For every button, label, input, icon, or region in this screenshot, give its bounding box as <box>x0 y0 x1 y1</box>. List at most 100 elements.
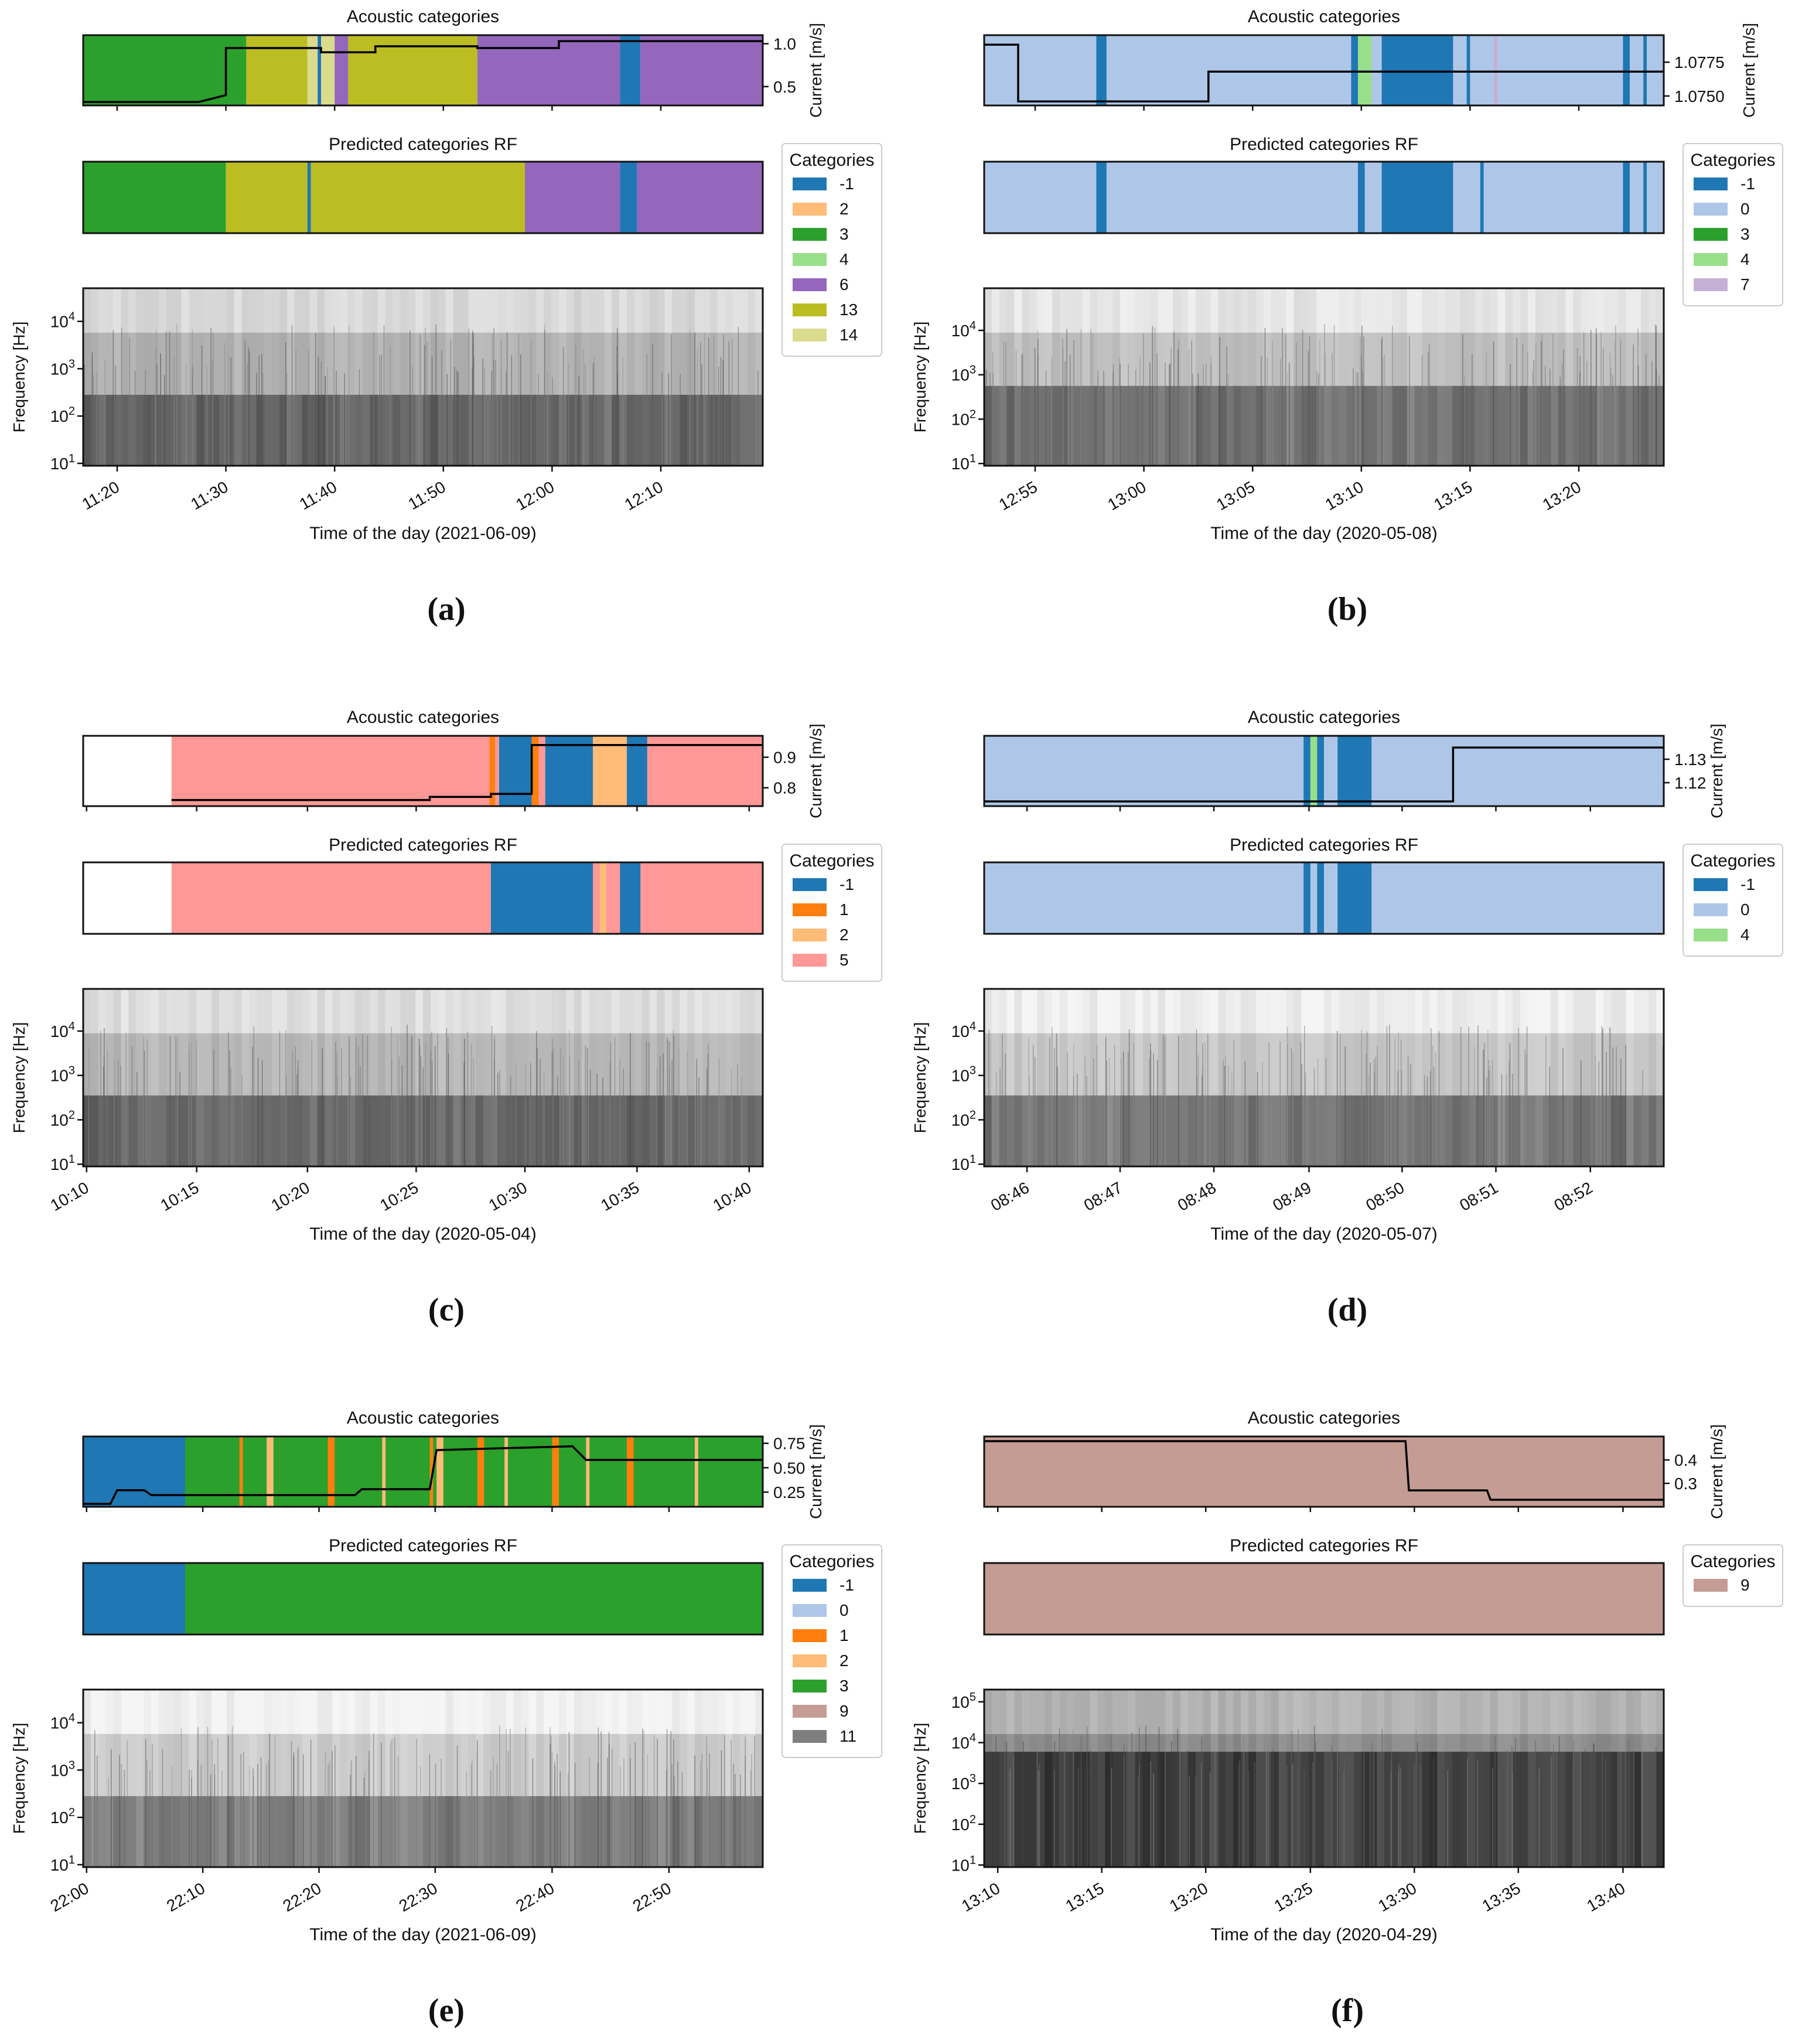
spectrogram-cell <box>1090 1690 1098 1734</box>
spectrogram-cell <box>1565 1033 1574 1096</box>
spectrogram-cell <box>1490 1690 1499 1734</box>
spectrogram-cell <box>302 1033 310 1096</box>
spectrogram-cell <box>340 1690 349 1734</box>
x-tick-label: 13:10 <box>1322 477 1367 514</box>
spectrogram-cell <box>1218 1690 1227 1734</box>
predicted-segment <box>1381 162 1453 233</box>
spectrogram-cell <box>740 288 749 333</box>
predicted-segment <box>1480 162 1484 233</box>
spectrogram-cell <box>627 1796 635 1867</box>
spectrogram-cell <box>984 1752 992 1867</box>
spectrogram-cell <box>1022 1095 1030 1166</box>
spectrogram-cell <box>1505 1734 1514 1752</box>
spectrogram-cell <box>1067 1690 1076 1734</box>
spectrogram-cell <box>204 1033 213 1096</box>
current-tick-label: 0.75 <box>773 1435 806 1453</box>
spectrogram-cell <box>332 1095 341 1166</box>
spectrogram-cell <box>1384 989 1393 1033</box>
spectrogram-cell <box>1656 385 1664 466</box>
spectrogram-cell <box>1173 385 1182 466</box>
spectrogram-cell <box>1422 1033 1431 1096</box>
spectrogram-cell <box>151 1796 159 1867</box>
spectrogram-cell <box>1309 1095 1318 1166</box>
spectrogram-cell <box>1067 385 1076 466</box>
spectrogram-cell <box>1656 288 1664 333</box>
spectrogram-cell <box>204 288 213 333</box>
spectrogram-cell <box>1150 989 1159 1033</box>
spectrogram-cell <box>491 288 499 333</box>
spectrogram-cell <box>1610 1734 1619 1752</box>
spectrogram-cell <box>226 1734 235 1796</box>
spectrogram-cell <box>1505 989 1514 1033</box>
spectrogram-cell <box>1090 332 1098 386</box>
spectrogram-cell <box>1105 288 1114 333</box>
spectrogram-cell <box>1565 288 1574 333</box>
spectrogram-cell <box>1422 288 1431 333</box>
spectrogram-cell <box>196 1796 205 1867</box>
spectrogram-cell <box>1090 385 1098 466</box>
spectrogram-cell <box>1626 1033 1634 1096</box>
legend-swatch <box>1694 1579 1728 1592</box>
spectrogram-cell <box>1180 1734 1189 1752</box>
spectrogram-cell <box>211 1033 220 1096</box>
acoustic-segment <box>627 1436 634 1507</box>
spectrogram-cell <box>634 1796 643 1867</box>
spectrogram-cell <box>649 1796 658 1867</box>
spectrogram-cell <box>1074 1095 1083 1166</box>
spectrogram-cell <box>627 989 635 1033</box>
predicted-segment <box>185 1563 763 1634</box>
spectrogram-cell <box>1045 288 1053 333</box>
spectrogram-cell <box>1377 1690 1385 1734</box>
spectrogram-cell <box>1354 1095 1363 1166</box>
spectrogram-cell <box>1052 385 1060 466</box>
spectrogram-cell <box>1339 1690 1347 1734</box>
spectrogram-cell <box>680 332 688 395</box>
spectrogram-cell <box>332 989 341 1033</box>
spectrogram-cell <box>1324 1734 1332 1752</box>
spectrogram-cell <box>672 332 681 395</box>
spectrogram-cell <box>755 394 763 466</box>
spectrogram-cell <box>1452 1734 1460 1752</box>
spectrogram-cell <box>1248 385 1257 466</box>
spectrogram-cell <box>1180 1690 1189 1734</box>
acoustic-segment <box>267 1436 274 1507</box>
spectrogram-cell <box>377 1734 386 1796</box>
spectrogram-cell <box>98 1734 107 1796</box>
spectrogram-cell <box>483 1095 492 1166</box>
spectrogram-cell <box>1233 332 1242 386</box>
spectrogram-cell <box>1649 1033 1657 1096</box>
spectrogram-cell <box>219 989 227 1033</box>
spectrogram-cell <box>483 1690 492 1734</box>
spectrogram-cell <box>158 288 167 333</box>
spectrogram-cell <box>294 332 303 395</box>
spectrogram-cell <box>1271 1033 1279 1096</box>
spectrogram-cell <box>1460 1690 1468 1734</box>
spectrogram-cell <box>999 989 1008 1033</box>
spectrogram-cell <box>1626 288 1634 333</box>
spectrogram-cell <box>1649 1734 1657 1752</box>
spectrogram-cell <box>1339 288 1347 333</box>
current-tick-label: 1.12 <box>1674 774 1707 792</box>
spectrogram-cell <box>991 1095 1000 1166</box>
spectrogram-cell <box>1112 1734 1121 1752</box>
spectrogram-cell <box>1346 1734 1355 1752</box>
spectrogram-cell <box>732 288 741 333</box>
freq-axis-label: Frequency [Hz] <box>10 1723 28 1834</box>
spectrogram-cell <box>264 288 273 333</box>
spectrogram-cell <box>483 332 492 395</box>
spectrogram-cell <box>181 1734 190 1796</box>
spectrogram-cell <box>1460 989 1468 1033</box>
spectrogram-cell <box>279 989 288 1033</box>
spectrogram-cell <box>1263 1033 1272 1096</box>
spectrogram-cell <box>1286 288 1295 333</box>
spectrogram-cell <box>1482 1734 1491 1752</box>
spectrogram-cell <box>1618 1734 1627 1752</box>
spectrogram-cell <box>544 989 552 1033</box>
spectrogram-cell <box>1505 332 1514 386</box>
spectrogram-cell <box>695 288 703 333</box>
spectrogram-cell <box>355 1690 363 1734</box>
spectrogram-cell <box>566 288 575 333</box>
acoustic-segment <box>984 1436 1664 1507</box>
spectrogram-cell <box>1188 385 1196 466</box>
spectrogram-cell <box>1369 1752 1378 1867</box>
